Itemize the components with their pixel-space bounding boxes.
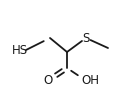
Text: S: S [82, 31, 90, 44]
Text: HS: HS [12, 43, 28, 57]
Text: O: O [43, 74, 53, 87]
Text: OH: OH [81, 74, 99, 87]
